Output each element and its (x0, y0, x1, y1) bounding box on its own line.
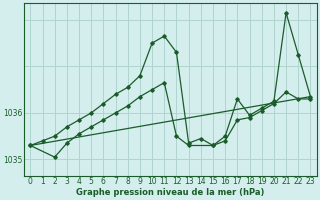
X-axis label: Graphe pression niveau de la mer (hPa): Graphe pression niveau de la mer (hPa) (76, 188, 265, 197)
